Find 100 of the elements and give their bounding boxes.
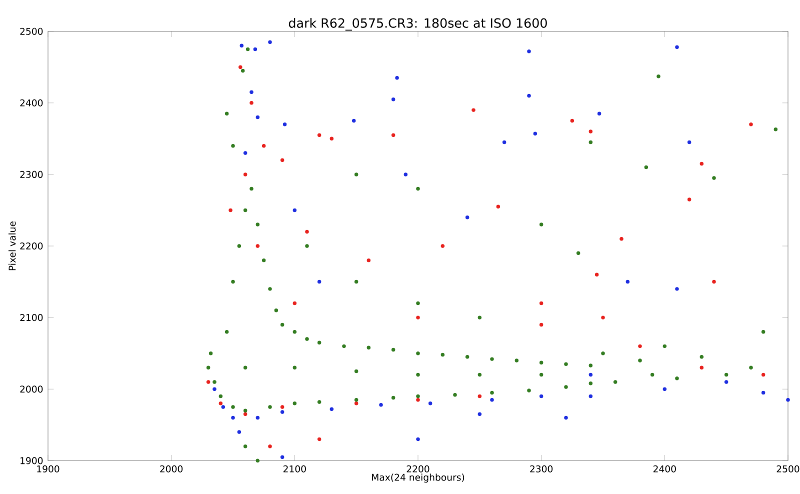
x-tick-label: 2400	[653, 465, 676, 472]
point	[237, 430, 242, 434]
point	[539, 301, 544, 306]
point	[588, 394, 593, 398]
point	[601, 316, 605, 320]
x-tick-label: 2300	[530, 465, 553, 472]
point	[243, 412, 248, 416]
point	[354, 402, 358, 406]
point	[218, 402, 223, 406]
point	[256, 416, 260, 420]
y-tick-label: 2300	[20, 170, 43, 178]
point	[539, 394, 544, 398]
point	[228, 208, 232, 212]
y-axis-title: Pixel value	[8, 221, 16, 270]
point	[268, 444, 272, 448]
y-tick-label: 2400	[20, 99, 43, 106]
x-tick-label: 2500	[776, 465, 800, 472]
point	[700, 366, 704, 370]
point	[330, 136, 334, 141]
point	[620, 236, 624, 241]
point	[292, 208, 297, 212]
point	[404, 172, 408, 176]
point	[305, 230, 309, 234]
point	[243, 151, 248, 155]
point	[221, 405, 226, 409]
point	[416, 437, 420, 442]
point	[206, 380, 210, 384]
point	[594, 272, 599, 276]
point	[539, 322, 544, 327]
point	[280, 455, 284, 459]
point	[262, 144, 266, 148]
point	[379, 402, 383, 407]
x-tick-label: 2200	[406, 465, 430, 472]
point	[490, 398, 494, 402]
x-tick-label: 2100	[283, 465, 306, 472]
point	[256, 244, 260, 248]
point	[638, 344, 642, 348]
point	[527, 50, 531, 54]
point	[395, 76, 399, 80]
point	[478, 412, 482, 416]
point	[564, 416, 568, 420]
point	[700, 162, 704, 166]
point	[391, 133, 396, 137]
x-axis-title: Max(24 neighbours)	[372, 474, 464, 483]
point	[231, 416, 235, 420]
point	[243, 172, 248, 176]
point	[428, 402, 432, 406]
point	[440, 244, 445, 248]
point	[280, 158, 284, 162]
point	[416, 398, 420, 402]
y-tick-label: 1900	[20, 457, 43, 464]
point	[212, 387, 216, 391]
point	[253, 47, 258, 52]
point	[533, 132, 538, 136]
point	[472, 108, 476, 112]
point	[712, 280, 716, 284]
y-tick-label: 2500	[20, 28, 43, 35]
point	[240, 44, 244, 48]
point	[570, 118, 574, 123]
point	[478, 394, 482, 398]
point	[662, 387, 667, 391]
point	[786, 398, 790, 402]
point	[250, 101, 254, 105]
point	[282, 122, 287, 126]
point	[280, 410, 284, 414]
point	[391, 97, 396, 102]
point	[527, 94, 531, 98]
point	[256, 115, 260, 120]
point	[292, 301, 297, 306]
point	[416, 316, 420, 320]
point	[465, 216, 470, 220]
point	[502, 140, 506, 144]
point	[749, 122, 753, 126]
point	[687, 140, 692, 144]
point	[366, 258, 371, 262]
point	[250, 90, 254, 94]
x-tick-label: 1900	[37, 465, 60, 472]
point	[588, 372, 593, 377]
point	[761, 372, 766, 377]
point	[761, 390, 766, 395]
point	[724, 380, 728, 384]
point	[268, 40, 272, 44]
y-tick-label: 2100	[20, 314, 43, 322]
point	[280, 405, 284, 409]
point	[317, 437, 322, 442]
point	[675, 45, 679, 49]
point	[588, 130, 593, 134]
point	[330, 407, 334, 412]
point	[626, 280, 630, 284]
point	[238, 65, 242, 69]
chart-title: dark R62_0575.CR3: 180sec at ISO 1600	[288, 18, 547, 31]
point	[352, 118, 356, 123]
point	[496, 204, 500, 209]
y-tick-label: 2200	[20, 242, 43, 250]
x-tick-label: 2000	[160, 465, 183, 472]
y-tick-label: 2000	[20, 386, 43, 393]
point	[317, 280, 322, 284]
point	[687, 198, 692, 202]
point	[675, 287, 679, 291]
point	[597, 112, 602, 116]
